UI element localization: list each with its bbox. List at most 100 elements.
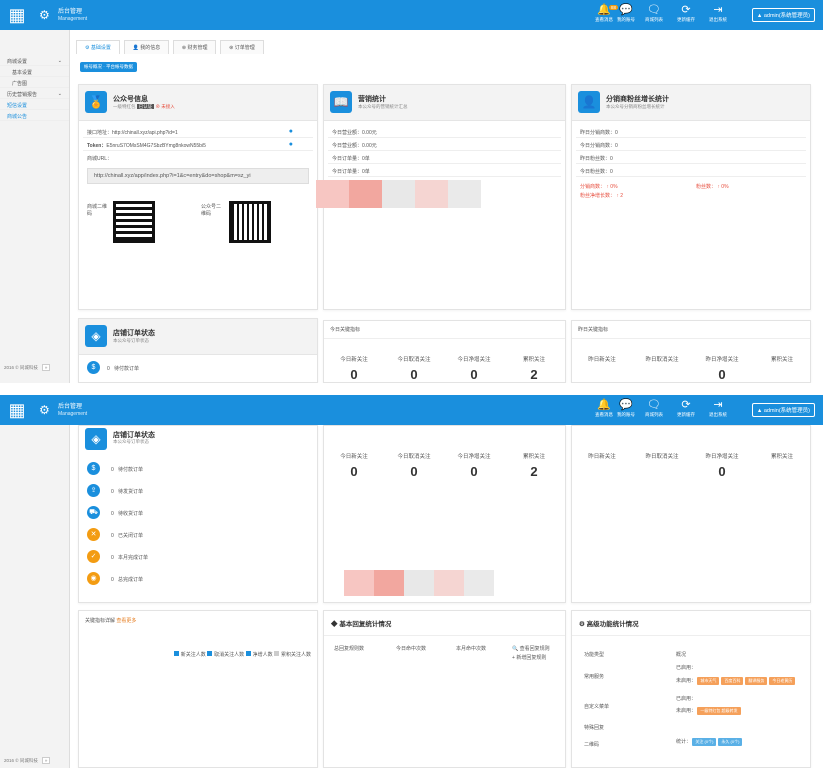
sales-row: 今日订单量：0单: [328, 164, 561, 177]
stat-total: 累积关注 2: [504, 452, 564, 479]
sidebar-spacer: [0, 30, 69, 55]
message-button[interactable]: 🔔 查看消息: [590, 399, 618, 418]
detail-title: 关键指标详解: [85, 618, 116, 624]
api-label: 接口地址：: [87, 130, 113, 136]
stat-value: 0: [718, 367, 726, 382]
feature-tags: 未启用： 一级特红包 超级转发: [676, 707, 743, 715]
add-rule-link[interactable]: + 新增回复规则: [512, 654, 546, 661]
sidebar-label: 历史营销报告: [7, 92, 38, 98]
layers-icon: ◈: [85, 428, 107, 450]
panel-title: 昨日关键指标: [572, 321, 810, 339]
feature-label: 未启用：: [676, 708, 697, 714]
admin-button[interactable]: ▲ admin(系统管理员): [751, 403, 815, 417]
order-label: 待发货订单: [117, 489, 143, 495]
logout-button[interactable]: ⇥ 退出系统: [704, 399, 732, 418]
check-label: 取消关注人数: [214, 652, 245, 658]
panel-header: 👤 分销商粉丝增长统计 本公众号分销商粉丝增长统计: [572, 85, 810, 121]
stat-label: 累积关注: [770, 357, 793, 363]
account-button[interactable]: 💬 我的账号: [612, 4, 640, 23]
chat-icon: 💬: [619, 4, 633, 16]
brand-subtitle: Management: [58, 411, 88, 417]
view-rules-link[interactable]: 🔍 查看回复规则: [512, 645, 550, 652]
order-label: 本月完成订单: [117, 555, 148, 561]
logout-label: 退出系统: [709, 412, 727, 417]
tab-orders[interactable]: ⊛ 订单管理: [220, 40, 264, 54]
tab-my-info[interactable]: 👤 我的信息: [123, 40, 170, 54]
wechat-icon[interactable]: ●: [288, 128, 293, 135]
feature-tags: 未启用： 城市天气 百度百科 翻译服务 今日老黄历: [676, 677, 797, 685]
sidebar-item-sms[interactable]: 短信设置: [0, 99, 69, 110]
feature-label: 统计：: [676, 739, 692, 745]
stat-value: 0: [410, 464, 418, 479]
panel-title: 今日关键指标: [324, 321, 565, 339]
stat-label: 今日取消关注: [397, 357, 431, 363]
chevron-down-icon: ⌄: [57, 58, 62, 64]
stat-label: 昨日新关注: [588, 357, 616, 363]
tab-bar: ⚙ 基础设置 👤 我的信息 ⊛ 财务管理 ⊛ 订单管理: [76, 40, 266, 54]
checkbox-icon: [245, 651, 251, 656]
net-growth-value: 2: [620, 193, 624, 199]
yesterday-keywords-panel: 昨日关键指标 昨日新关注 昨日取消关注 昨日净增关注 0 累积关注: [571, 320, 811, 383]
tab-label: 财务管理: [187, 45, 208, 51]
sidebar-item-basic[interactable]: 基本设置: [0, 66, 69, 77]
sidebar-item-notice[interactable]: 商城公告: [0, 110, 69, 121]
admin-button[interactable]: ▲ admin(系统管理员): [751, 8, 815, 22]
feature-tag[interactable]: 城市天气: [697, 677, 720, 685]
distribution-row: 今日粉丝数：0: [576, 164, 806, 177]
check-new[interactable]: 新关注人数: [173, 651, 206, 658]
dist-rate-value: 0%: [610, 184, 618, 190]
stat-value: 0: [410, 367, 418, 382]
stat-label: 今日净增关注: [457, 454, 491, 460]
feature-tag[interactable]: 永久 (0个): [718, 738, 743, 746]
advanced-panel: ⚙ 高级功能统计情况 功能类型 概况 常用服务 已启用： 未启用： 城市天气 百度…: [571, 610, 811, 768]
order-label: 总完成订单: [117, 577, 143, 583]
sidebar-item-ads[interactable]: 广告图: [0, 77, 69, 88]
check-total[interactable]: 累积关注人数: [273, 651, 311, 658]
feature-tag[interactable]: 关注 (0个): [692, 738, 717, 746]
qr2-label: 公众号二维码: [201, 204, 222, 217]
sidebar-item-history[interactable]: 历史营销报告 ⌄: [0, 88, 69, 99]
panel-subtitle: 本公众号分销商粉丝增长统计: [606, 104, 665, 109]
feature-tag[interactable]: 一级特红包 超级转发: [697, 707, 741, 715]
feature-type: 常用服务: [584, 674, 605, 680]
store-logo-icon: ▦: [8, 5, 26, 25]
feature-tag[interactable]: 百度百科: [721, 677, 744, 685]
panel-header: ◈ 店铺订单状态 本公众号订单状态: [79, 319, 317, 355]
check-net[interactable]: 净增人数: [245, 651, 273, 658]
order-row: 0 待付款订单: [111, 466, 143, 473]
sidebar-footer: 2016 © 同城科技»: [0, 364, 70, 371]
logout-icon: ⇥: [713, 399, 723, 411]
collapse-button[interactable]: »: [41, 757, 51, 764]
panel-header: 📖 营销统计 本公众号的营销统计汇总: [324, 85, 565, 121]
brand-title: 后台管理: [58, 9, 83, 15]
tab-label: 基础设置: [90, 45, 111, 51]
order-count: 0: [111, 467, 114, 473]
admin-label: admin(系统管理员): [763, 13, 810, 19]
more-link[interactable]: 查看更多: [116, 618, 137, 624]
list-button[interactable]: 🗨 商城列表: [640, 399, 668, 418]
feature-tag[interactable]: 翻译服务: [745, 677, 768, 685]
account-button[interactable]: 💬 我的账号: [612, 399, 640, 418]
message-button[interactable]: 🔔 88 查看消息: [590, 4, 618, 23]
logout-button[interactable]: ⇥ 退出系统: [704, 4, 732, 23]
wechat-icon[interactable]: ●: [288, 141, 293, 148]
store-logo-icon: ▦: [8, 400, 26, 420]
reply-col: 总回复规则数: [334, 646, 365, 652]
tab-basic[interactable]: ⚙ 基础设置: [76, 40, 120, 54]
breadcrumb[interactable]: 帐号概况 · 平台帐号数据: [80, 62, 137, 72]
refresh-button[interactable]: ⟳ 更新缓存: [672, 4, 700, 23]
refresh-button[interactable]: ⟳ 更新缓存: [672, 399, 700, 418]
sidebar-item-shop-settings[interactable]: 商城设置 ⌄: [0, 55, 69, 66]
check-cancel[interactable]: 取消关注人数: [207, 651, 245, 658]
legend-checks: 新关注人数 取消关注人数 净增人数 累积关注人数: [173, 651, 311, 658]
feature-tag[interactable]: 今日老黄历: [769, 677, 796, 685]
stat-new: 今日新关注 0: [324, 452, 384, 479]
tab-finance[interactable]: ⊛ 财务管理: [172, 40, 217, 54]
list-button[interactable]: 🗨 商城列表: [640, 4, 668, 23]
col-header: 功能类型: [584, 652, 605, 658]
collapse-button[interactable]: »: [41, 364, 51, 371]
stat-label: 累积关注: [770, 454, 793, 460]
brand: 后台管理 Management: [58, 404, 87, 418]
url-field[interactable]: http://chinall.xyz/app/index.php?i=1&c=e…: [87, 168, 309, 184]
stat-label: 累积关注: [522, 454, 545, 460]
